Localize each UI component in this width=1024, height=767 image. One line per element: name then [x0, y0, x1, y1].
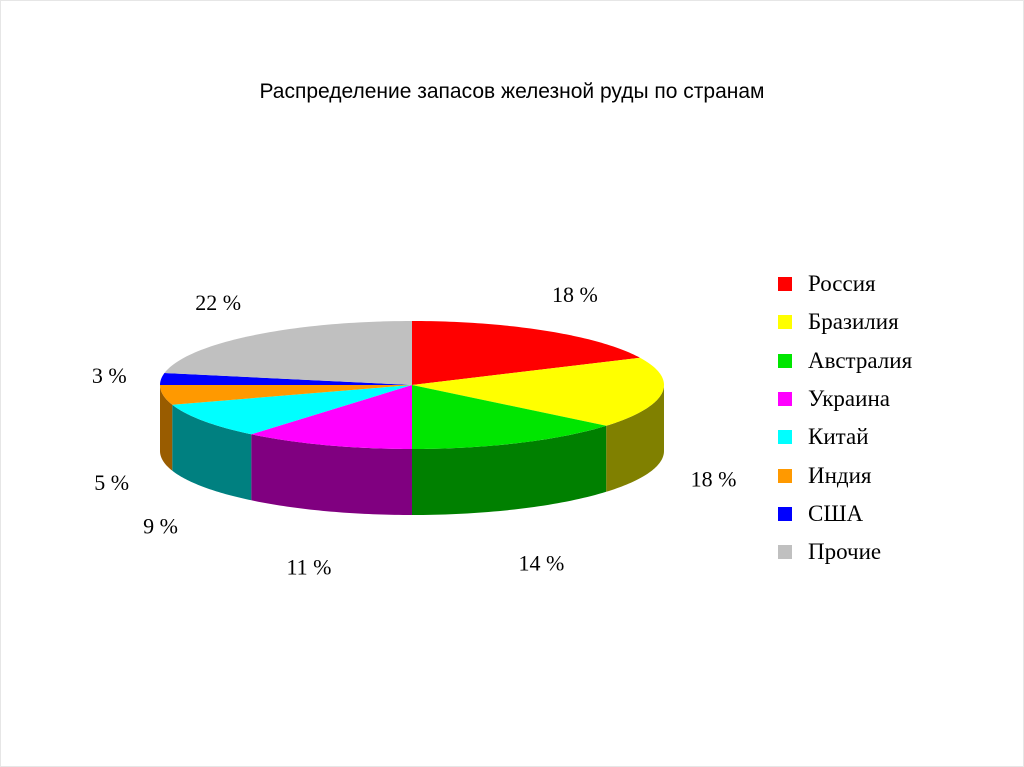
chart-title: Распределение запасов железной руды по с…	[259, 80, 765, 103]
pie-side-5	[160, 385, 173, 471]
pie-side-1	[606, 385, 664, 492]
data-label-4: 9 %	[143, 514, 178, 539]
legend-label: Китай	[808, 424, 869, 450]
pie-slice-6	[160, 373, 412, 385]
data-label-6: 3 %	[92, 363, 127, 388]
legend-swatch	[778, 315, 792, 330]
data-label-5: 5 %	[94, 470, 129, 495]
legend-swatch	[778, 506, 792, 521]
data-label-3: 11 %	[286, 555, 331, 580]
legend-item: Бразилия	[778, 303, 912, 341]
legend-swatch	[778, 353, 792, 368]
legend-item: Украина	[778, 380, 912, 418]
legend-label: Россия	[808, 271, 876, 297]
legend: Россия Бразилия Австралия Украина Китай Индия…	[778, 265, 912, 571]
legend-swatch	[778, 392, 792, 407]
legend-item: Россия	[778, 265, 912, 303]
legend-label: США	[808, 500, 864, 526]
pie-side-3	[251, 434, 412, 515]
legend-item: Китай	[778, 418, 912, 456]
pie-slice-1	[412, 357, 664, 426]
pie-slice-5	[160, 385, 412, 405]
data-label-2: 14 %	[518, 551, 564, 576]
data-label-0: 18 %	[552, 282, 598, 307]
pie-slice-7	[164, 321, 412, 385]
legend-label: Австралия	[808, 347, 913, 373]
pie-slice-2	[412, 385, 607, 449]
data-label-7: 22 %	[195, 290, 241, 315]
pie-side-2	[412, 425, 607, 515]
legend-label: Украина	[808, 386, 890, 412]
pie-slice-3	[251, 385, 412, 449]
pie-slice-4	[172, 385, 412, 435]
legend-swatch	[778, 430, 792, 445]
legend-label: Прочие	[808, 539, 882, 565]
legend-item: США	[778, 495, 912, 533]
legend-label: Индия	[808, 462, 872, 488]
pie-slice-0	[412, 321, 641, 385]
legend-swatch	[778, 545, 792, 560]
legend-swatch	[778, 277, 792, 292]
legend-item: Прочие	[778, 533, 912, 571]
legend-item: Австралия	[778, 342, 912, 380]
legend-label: Бразилия	[808, 309, 899, 335]
legend-swatch	[778, 468, 792, 483]
legend-item: Индия	[778, 456, 912, 494]
data-label-1: 18 %	[691, 467, 737, 492]
pie-side-4	[172, 404, 252, 501]
